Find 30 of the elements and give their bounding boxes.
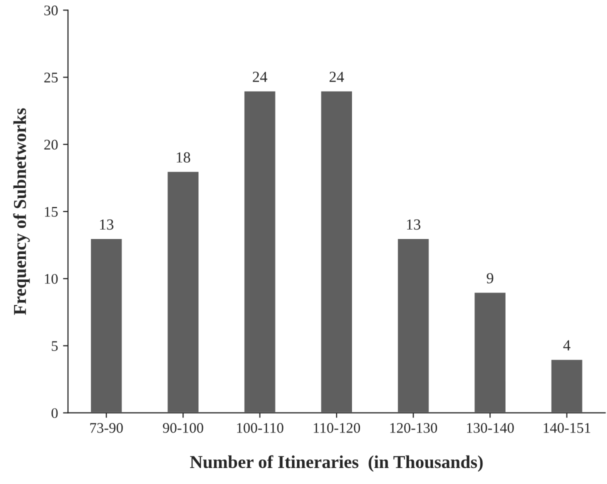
y-tick-label: 5 xyxy=(52,341,58,351)
y-tick-label: 15 xyxy=(44,206,58,217)
x-tick-label: 130-140 xyxy=(467,422,514,433)
x-tick-label: 73-90 xyxy=(90,422,123,433)
y-tick-label: 30 xyxy=(44,6,58,16)
bar xyxy=(396,238,430,413)
bar xyxy=(320,90,354,413)
x-tick-label: 100-110 xyxy=(237,422,284,433)
bar xyxy=(473,291,507,413)
x-tick-label: 90-100 xyxy=(162,422,204,433)
x-axis-title: Number of Itineraries (in Thousands) xyxy=(190,455,483,472)
bar xyxy=(243,90,277,413)
data-label: 4 xyxy=(563,340,570,350)
bar xyxy=(166,170,200,413)
x-tick-label: 120-130 xyxy=(390,422,438,433)
data-label: 13 xyxy=(407,219,420,230)
y-axis-title: Frequency of Subnetworks xyxy=(13,108,30,315)
bar xyxy=(550,358,584,413)
y-tick-label: 20 xyxy=(44,140,58,150)
x-tick-label: 110-120 xyxy=(314,422,360,433)
data-label: 24 xyxy=(330,72,344,82)
data-label: 13 xyxy=(100,219,114,230)
y-tick-label: 25 xyxy=(44,72,58,82)
bar xyxy=(90,238,124,413)
data-label: 9 xyxy=(486,273,494,284)
y-tick-label: 10 xyxy=(44,274,58,284)
data-label: 18 xyxy=(176,152,190,163)
data-label: 24 xyxy=(252,72,268,82)
y-tick-label: 0 xyxy=(52,408,58,418)
x-tick-label: 140-151 xyxy=(544,422,590,433)
